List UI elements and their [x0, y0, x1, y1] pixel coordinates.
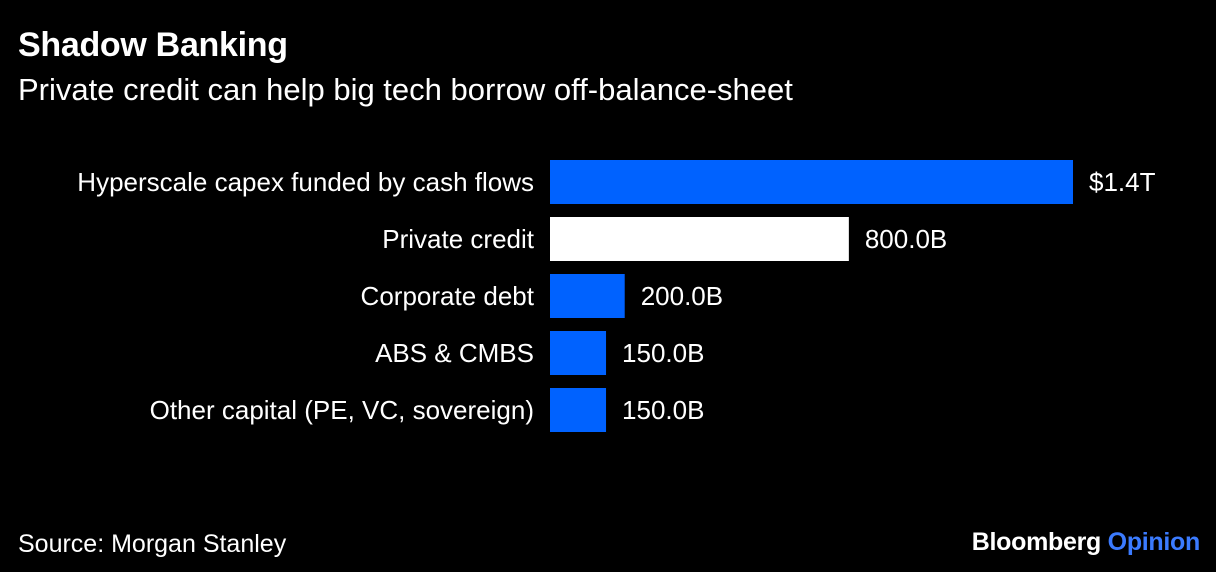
category-label: Hyperscale capex funded by cash flows	[77, 167, 534, 197]
brand-primary: Bloomberg	[971, 528, 1102, 556]
bar-chart: Hyperscale capex funded by cash flows $1.…	[77, 160, 1156, 432]
bar	[550, 274, 625, 318]
category-label: ABS & CMBS	[375, 338, 534, 368]
brand-logo: Bloomberg Opinion	[971, 528, 1201, 557]
data-label: $1.4T	[1089, 167, 1156, 197]
chart-title: Shadow Banking	[18, 26, 288, 64]
category-label: Private credit	[382, 224, 534, 254]
category-label: Corporate debt	[361, 281, 535, 311]
data-label: 150.0B	[622, 395, 704, 425]
bar	[550, 217, 849, 261]
data-label: 150.0B	[622, 338, 704, 368]
bar	[550, 331, 607, 375]
data-label: 200.0B	[641, 281, 723, 311]
category-label: Other capital (PE, VC, sovereign)	[150, 395, 534, 425]
source-note: Source: Morgan Stanley	[18, 530, 287, 558]
bar	[550, 388, 607, 432]
bar	[550, 160, 1073, 204]
chart-subtitle: Private credit can help big tech borrow …	[18, 72, 793, 107]
brand-secondary: Opinion	[1107, 528, 1201, 556]
data-label: 800.0B	[865, 224, 947, 254]
